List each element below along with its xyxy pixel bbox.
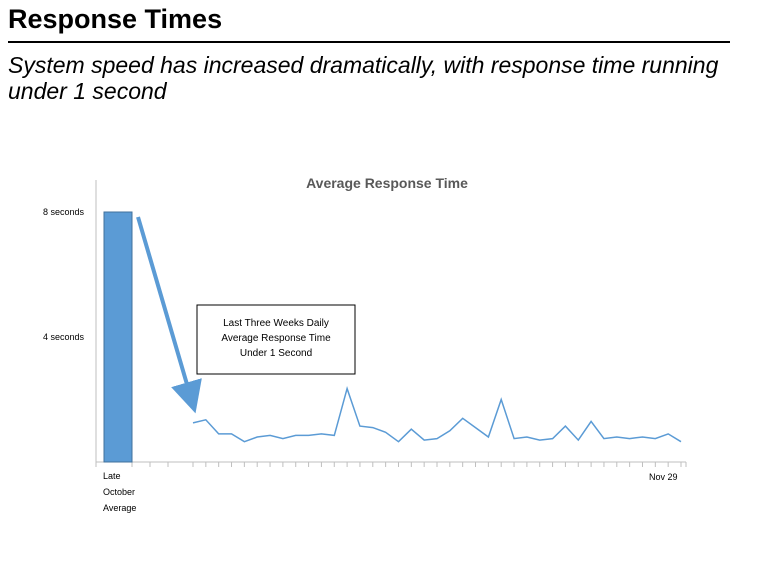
x-tick-label-first: Average — [103, 503, 136, 513]
slide-subtitle: System speed has increased dramatically,… — [8, 52, 719, 104]
trend-arrow — [136, 216, 202, 414]
chart-title: Average Response Time — [306, 175, 468, 191]
x-tick-label-last: Nov 29 — [649, 472, 678, 482]
annotation-line: Under 1 Second — [240, 348, 312, 359]
daily-average-line — [192, 386, 682, 443]
x-tick-label-first: October — [103, 487, 135, 497]
y-tick-label: 8 seconds — [43, 207, 85, 217]
y-tick-label: 4 seconds — [43, 332, 85, 342]
slide-title: Response Times — [8, 4, 223, 34]
annotation-box — [196, 304, 356, 375]
bar-late-october-average — [103, 211, 133, 463]
x-tick-label-first: Late — [103, 471, 121, 481]
annotation-line: Average Response Time — [221, 333, 331, 344]
title-divider — [8, 41, 730, 43]
annotation-line: Last Three Weeks Daily — [223, 318, 329, 329]
